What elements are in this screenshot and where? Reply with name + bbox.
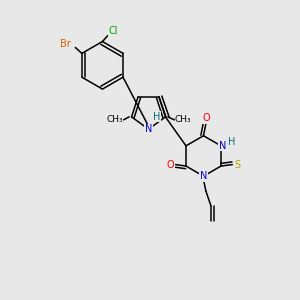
Text: N: N bbox=[200, 171, 207, 181]
Text: N: N bbox=[145, 124, 152, 134]
Text: CH₃: CH₃ bbox=[175, 115, 192, 124]
Text: O: O bbox=[202, 113, 210, 124]
Text: H: H bbox=[153, 112, 161, 122]
Text: H: H bbox=[228, 137, 235, 147]
Text: CH₃: CH₃ bbox=[106, 115, 123, 124]
Text: O: O bbox=[167, 160, 174, 170]
Text: Cl: Cl bbox=[108, 26, 118, 36]
Text: S: S bbox=[235, 160, 241, 170]
Text: Br: Br bbox=[60, 40, 71, 50]
Text: N: N bbox=[219, 141, 226, 151]
